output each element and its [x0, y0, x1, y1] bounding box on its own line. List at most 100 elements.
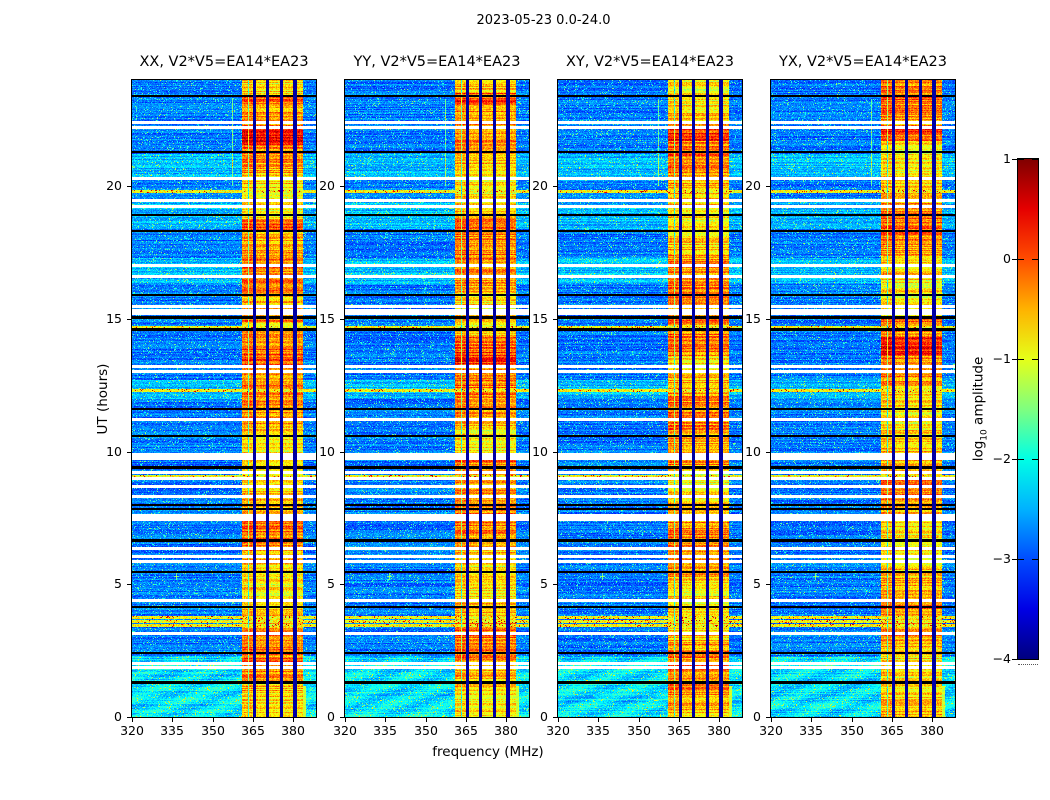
colorbar-tick-label: −2 [992, 451, 1011, 466]
y-tick-label: 10 [106, 444, 122, 459]
x-axis-label: frequency (MHz) [432, 744, 544, 760]
y-tick-mark [553, 584, 557, 585]
colorbar-label-suffix: amplitude [970, 356, 987, 430]
x-tick-label: 350 [840, 723, 864, 738]
x-tick-mark [385, 718, 386, 722]
y-tick-label: 5 [540, 576, 548, 591]
x-tick-label: 365 [454, 723, 478, 738]
x-tick-label: 380 [707, 723, 731, 738]
colorbar-extend-dots [1018, 664, 1038, 667]
x-tick-label: 350 [414, 723, 438, 738]
colorbar-label-prefix: log [970, 440, 987, 462]
y-tick-mark [340, 186, 344, 187]
y-tick-mark [766, 186, 770, 187]
spectrogram-canvas [770, 79, 956, 718]
x-tick-mark [892, 718, 893, 722]
x-tick-mark [719, 718, 720, 722]
y-tick-label: 15 [745, 311, 761, 326]
y-tick-label: 0 [327, 709, 335, 724]
x-tick-mark [213, 718, 214, 722]
y-tick-label: 20 [106, 178, 122, 193]
x-tick-label: 335 [799, 723, 823, 738]
x-tick-mark [345, 718, 346, 722]
y-tick-label: 20 [532, 178, 548, 193]
y-tick-label: 15 [106, 311, 122, 326]
x-tick-mark [639, 718, 640, 722]
y-tick-mark [553, 717, 557, 718]
y-tick-mark [127, 186, 131, 187]
x-tick-label: 335 [586, 723, 610, 738]
y-tick-label: 5 [327, 576, 335, 591]
y-tick-label: 15 [319, 311, 335, 326]
x-tick-mark [771, 718, 772, 722]
colorbar-tick-mark [1032, 559, 1038, 560]
colorbar-tick-mark [1012, 259, 1024, 260]
x-tick-mark [253, 718, 254, 722]
colorbar-tick-mark [1012, 159, 1024, 160]
y-tick-mark [553, 452, 557, 453]
colorbar-tick-mark [1012, 359, 1024, 360]
colorbar-tick-label: −1 [992, 351, 1011, 366]
x-tick-label: 335 [373, 723, 397, 738]
spectrogram-canvas [557, 79, 743, 718]
y-tick-label: 20 [319, 178, 335, 193]
colorbar-tick-mark [1012, 459, 1024, 460]
x-tick-label: 365 [880, 723, 904, 738]
x-tick-label: 320 [333, 723, 357, 738]
x-tick-mark [426, 718, 427, 722]
x-tick-label: 335 [160, 723, 184, 738]
panel-title: YX, V2*V5=EA14*EA23 [778, 54, 947, 70]
y-tick-label: 0 [540, 709, 548, 724]
x-tick-mark [293, 718, 294, 722]
colorbar-tick-mark [1012, 659, 1024, 660]
x-tick-mark [132, 718, 133, 722]
spectrogram-panel: XX, V2*V5=EA14*EA23 320 335 350 365 380 0 5 10 1… [106, 0, 317, 800]
y-tick-mark [340, 717, 344, 718]
y-axis-label: UT (hours) [95, 363, 111, 435]
x-tick-mark [679, 718, 680, 722]
panel-title: YY, V2*V5=EA14*EA23 [353, 54, 521, 70]
x-tick-label: 365 [667, 723, 691, 738]
panel-title: XX, V2*V5=EA14*EA23 [139, 54, 309, 70]
y-tick-mark [340, 584, 344, 585]
y-tick-mark [340, 319, 344, 320]
x-tick-label: 380 [494, 723, 518, 738]
x-tick-mark [466, 718, 467, 722]
y-tick-label: 5 [753, 576, 761, 591]
spectrogram-canvas [131, 79, 317, 718]
colorbar-label: log10 amplitude [971, 357, 990, 462]
panel-title: XY, V2*V5=EA14*EA23 [565, 54, 734, 70]
x-tick-mark [811, 718, 812, 722]
y-tick-mark [127, 319, 131, 320]
colorbar-tick-mark [1032, 159, 1038, 160]
x-tick-label: 350 [201, 723, 225, 738]
x-tick-label: 320 [120, 723, 144, 738]
x-tick-mark [506, 718, 507, 722]
colorbar-tick-label: −3 [992, 551, 1011, 566]
x-tick-label: 350 [627, 723, 651, 738]
colorbar-label-sub: 10 [979, 429, 990, 441]
spectrogram-panel: YX, V2*V5=EA14*EA23 320 335 350 365 380 0 5 10 1… [745, 0, 956, 800]
y-tick-mark [553, 319, 557, 320]
colorbar-tick-mark [1032, 259, 1038, 260]
colorbar-tick-mark [1032, 359, 1038, 360]
x-tick-mark [172, 718, 173, 722]
y-tick-mark [127, 452, 131, 453]
y-tick-label: 10 [532, 444, 548, 459]
y-tick-mark [340, 452, 344, 453]
y-tick-mark [766, 319, 770, 320]
x-tick-mark [852, 718, 853, 722]
y-tick-mark [766, 584, 770, 585]
y-tick-label: 0 [753, 709, 761, 724]
spectrogram-canvas [344, 79, 530, 718]
y-tick-mark [127, 584, 131, 585]
y-tick-label: 10 [745, 444, 761, 459]
x-tick-label: 320 [546, 723, 570, 738]
x-tick-label: 380 [920, 723, 944, 738]
x-tick-mark [598, 718, 599, 722]
y-tick-mark [553, 186, 557, 187]
y-tick-label: 5 [114, 576, 122, 591]
colorbar-tick-label: 1 [1003, 151, 1011, 166]
y-tick-label: 0 [114, 709, 122, 724]
